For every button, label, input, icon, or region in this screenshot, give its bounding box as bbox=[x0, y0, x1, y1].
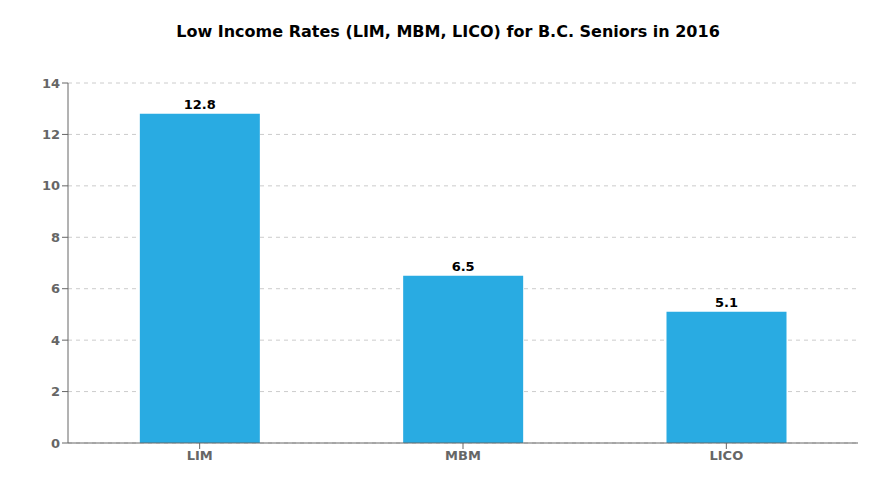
svg-text:10: 10 bbox=[42, 178, 60, 193]
svg-text:8: 8 bbox=[51, 230, 60, 245]
svg-text:2: 2 bbox=[51, 384, 60, 399]
svg-text:6.5: 6.5 bbox=[452, 259, 475, 274]
svg-text:LIM: LIM bbox=[187, 448, 213, 463]
svg-text:6: 6 bbox=[51, 281, 60, 296]
svg-text:LICO: LICO bbox=[709, 448, 743, 463]
svg-text:5.1: 5.1 bbox=[715, 295, 738, 310]
svg-text:12: 12 bbox=[42, 127, 60, 142]
svg-text:MBM: MBM bbox=[445, 448, 481, 463]
svg-text:0: 0 bbox=[51, 436, 60, 451]
svg-text:12.8: 12.8 bbox=[184, 97, 216, 112]
html-text:Low Income Rates (LIM, MBM, LI: Low Income Rates (LIM, MBM, LICO) for B.… bbox=[176, 22, 720, 41]
svg-text:4: 4 bbox=[51, 333, 60, 348]
svg-text:14: 14 bbox=[42, 76, 60, 91]
